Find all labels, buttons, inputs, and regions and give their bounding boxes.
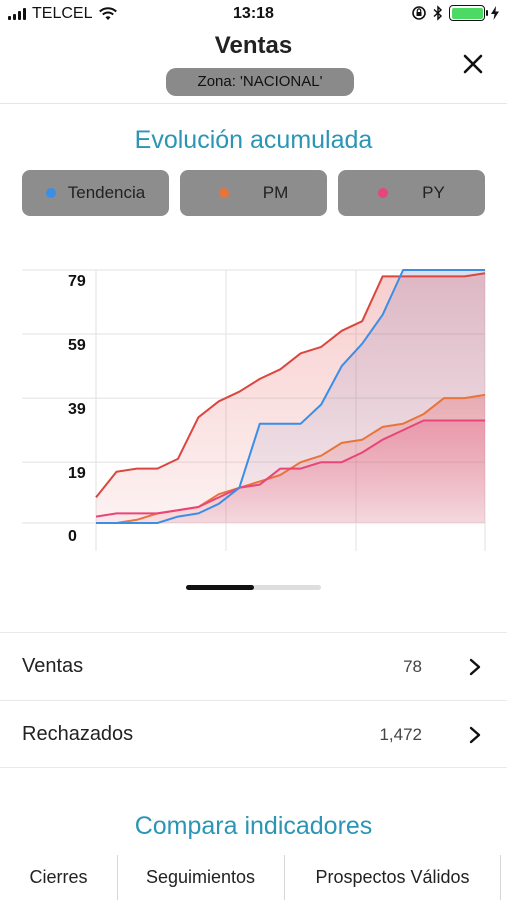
page-title: Ventas	[214, 32, 293, 59]
carrier-label: TELCEL	[32, 5, 93, 22]
tab-divider	[500, 855, 501, 900]
series-line	[95, 272, 486, 499]
status-left: TELCEL	[8, 5, 118, 23]
chart-section-title: Evolución acumulada	[134, 126, 373, 154]
close-icon[interactable]	[459, 50, 487, 78]
series-area	[96, 420, 485, 523]
y-tick-label: 19	[68, 465, 86, 482]
legend-dot-icon	[218, 188, 229, 198]
legend-label: PY	[422, 183, 445, 202]
row-value: 1,472	[379, 725, 422, 744]
status-right	[411, 5, 499, 21]
chevron-right-icon	[469, 658, 481, 676]
bluetooth-icon	[433, 5, 443, 21]
legend-dot-icon	[45, 188, 56, 198]
wifi-icon	[99, 7, 118, 20]
tab-cierres[interactable]: Cierres	[29, 867, 88, 887]
tab-divider	[284, 855, 285, 900]
tab-divider	[117, 855, 118, 900]
series-line	[95, 419, 485, 518]
compare-tabs: Cierres Seguimientos Prospectos Válidos	[0, 855, 507, 900]
legend-label: PM	[262, 183, 289, 202]
chevron-right-icon	[469, 726, 481, 744]
status-bar: TELCEL 13:18	[0, 0, 507, 30]
tab-seguimientos[interactable]: Seguimientos	[145, 867, 256, 887]
series-line	[96, 269, 485, 524]
header: Ventas Zona: 'NACIONAL'	[0, 30, 507, 104]
row-ventas[interactable]: Ventas 78	[0, 632, 507, 700]
legend-toggle-tendencia[interactable]: Tendencia	[22, 170, 169, 216]
status-time: 13:18	[233, 5, 274, 22]
legend-toggle-pm[interactable]: PM	[180, 170, 327, 216]
pager-active-indicator	[186, 585, 254, 590]
y-tick-label: 0	[68, 528, 77, 545]
row-label: Ventas	[22, 655, 84, 677]
legend-label: Tendencia	[67, 183, 146, 202]
legend-toggle-py[interactable]: PY	[338, 170, 485, 216]
row-value: 78	[403, 657, 422, 676]
y-tick-label: 79	[68, 273, 86, 290]
row-rechazados[interactable]: Rechazados 1,472	[0, 700, 507, 768]
charging-icon	[491, 6, 499, 20]
tab-prospectos-validos[interactable]: Prospectos Válidos	[315, 867, 470, 887]
y-tick-label: 39	[68, 401, 86, 418]
zone-selector[interactable]: Zona: 'NACIONAL'	[166, 68, 354, 96]
signal-icon	[8, 8, 26, 20]
row-label: Rechazados	[22, 723, 134, 745]
battery-icon	[449, 5, 488, 21]
legend-dot-icon	[378, 188, 389, 198]
y-tick-label: 59	[68, 337, 86, 354]
cumulative-evolution-chart[interactable]: 79 59 39 19 0	[0, 255, 507, 555]
compare-section-title: Compara indicadores	[134, 812, 373, 840]
chart-pager[interactable]	[186, 585, 321, 590]
orientation-lock-icon	[412, 6, 426, 20]
